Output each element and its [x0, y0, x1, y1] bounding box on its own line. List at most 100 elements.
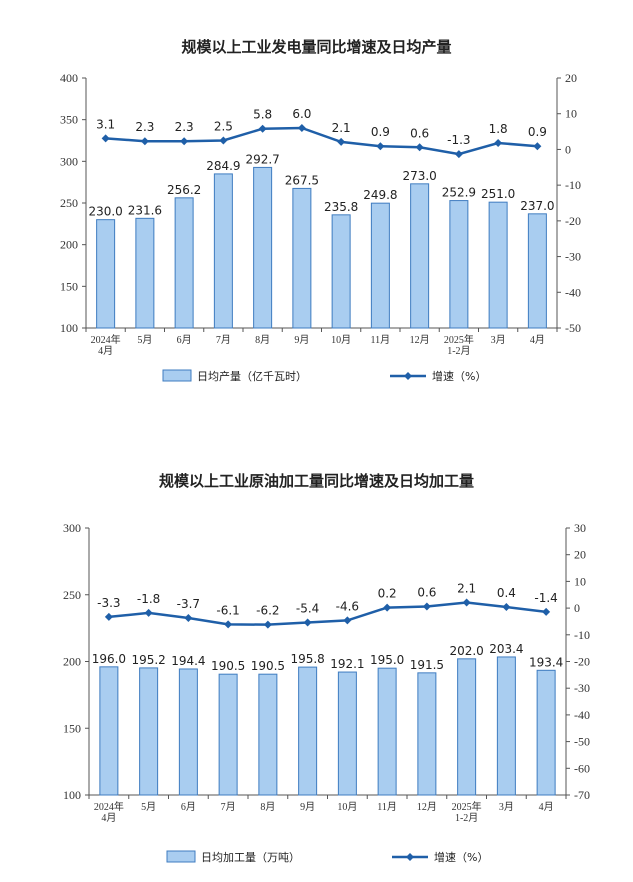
chart-1-right-tick-label: -40: [565, 285, 581, 299]
chart-1-x-tick-label: 12月: [410, 334, 430, 346]
chart-2-growth-point: [422, 602, 431, 611]
chart-2-growth-label: -6.2: [256, 604, 279, 618]
chart-1-growth-label: -1.3: [447, 133, 470, 147]
chart-2-growth-label: -3.3: [97, 596, 120, 610]
chart-1-title: 规模以上工业发电量同比增速及日均产量: [181, 38, 452, 56]
chart-1-growth-point: [415, 143, 424, 152]
chart-2-right-tick-label: 10: [574, 574, 586, 588]
chart-1-right-tick-label: -30: [565, 250, 581, 264]
chart-2-bar-label: 202.0: [449, 644, 483, 658]
chart-1-growth-point: [219, 136, 228, 145]
chart-2-x-tick-label: 9月: [300, 801, 315, 813]
chart-1-bar: [174, 197, 194, 329]
chart-2-x-tick-label: 2024年: [94, 800, 124, 813]
chart-2-bar: [139, 667, 159, 796]
chart-1-left-tick-label: 300: [60, 154, 78, 168]
chart-1-bar-label: 230.0: [88, 205, 122, 219]
chart-1-left-tick-label: 400: [60, 71, 78, 85]
chart-1-bar: [410, 183, 430, 329]
chart-2-x-tick-label: 4月: [101, 812, 116, 824]
chart-2-bar-label: 191.5: [410, 658, 444, 672]
chart-2-bar-label: 195.0: [370, 653, 404, 667]
chart-2-x-tick-label: 4月: [539, 801, 554, 813]
chart-2-growth-label: -4.6: [336, 599, 359, 613]
chart-1-bar-label: 231.6: [128, 203, 162, 217]
chart-2-growth-line: [108, 601, 547, 626]
chart-2-bar: [298, 666, 318, 796]
chart-2-bar: [377, 667, 397, 796]
chart-1-growth-point: [140, 137, 149, 146]
chart-1-bar-label: 251.0: [481, 187, 515, 201]
chart-1-bar-label: 273.0: [402, 169, 436, 183]
chart-1-left-tick-label: 250: [60, 196, 78, 210]
chart-2-growth-point: [462, 598, 471, 607]
chart-2-growth-label: 0.2: [378, 587, 397, 601]
chart-1-bar: [292, 187, 312, 329]
chart-2-bar: [258, 673, 278, 796]
chart-1-growth-point: [258, 124, 267, 133]
chart-2-growth-point: [144, 608, 153, 617]
chart-2-growth-label: 0.6: [417, 585, 436, 599]
chart-1-bar: [96, 219, 116, 329]
chart-2-right-tick-label: -20: [574, 655, 590, 669]
chart-1-legend-bar-swatch: [162, 369, 192, 382]
chart-1-growth-label: 2.5: [214, 120, 233, 134]
chart-1-x-tick-label: 9月: [294, 334, 309, 346]
chart-1-x-tick-label: 8月: [255, 334, 270, 346]
chart-1-left-tick-label: 150: [60, 279, 78, 293]
chart-1-left-tick-label: 200: [60, 238, 78, 252]
chart-1-left-tick-label: 350: [60, 113, 78, 127]
chart-2-right-tick-label: -60: [574, 761, 590, 775]
chart-2-left-tick-label: 250: [63, 588, 81, 602]
chart-1-growth-label: 5.8: [253, 108, 272, 122]
chart-2-x-tick-label: 5月: [141, 801, 156, 813]
chart-1-x-tick-label: 6月: [177, 334, 192, 346]
chart-2-right-tick-label: -10: [574, 628, 590, 642]
chart-1-growth-label: 2.1: [332, 121, 351, 135]
chart-1-x-tick-label: 10月: [331, 334, 351, 346]
chart-1-growth-label: 0.6: [410, 126, 429, 140]
chart-2-growth-point: [224, 620, 233, 629]
chart-1-growth-point: [337, 137, 346, 146]
chart-2-growth-label: 2.1: [457, 581, 476, 595]
chart-1-bar-label: 292.7: [245, 152, 279, 166]
chart-2-growth-label: -5.4: [296, 602, 319, 616]
chart-1-bar-label: 267.5: [285, 173, 319, 187]
chart-1-x-tick-label: 5月: [137, 334, 152, 346]
chart-2-bar: [457, 658, 477, 796]
chart-2-bar: [178, 668, 198, 796]
chart-1-bar-label: 252.9: [442, 186, 476, 200]
chart-1-x-tick-label: 7月: [216, 334, 231, 346]
chart-2-bar-label: 195.2: [131, 653, 165, 667]
chart-2-left-tick-label: 300: [63, 521, 81, 535]
chart-2-growth-point: [343, 616, 352, 625]
chart-2-x-tick-label: 10月: [337, 801, 357, 813]
chart-1-x-tick-label: 11月: [371, 334, 391, 346]
chart-2-right-tick-label: 20: [574, 548, 586, 562]
chart-1-bar: [253, 166, 273, 329]
chart-1-right-tick-label: -10: [565, 178, 581, 192]
chart-2-growth-label: -1.4: [534, 591, 557, 605]
chart-2-right-tick-label: -40: [574, 708, 590, 722]
chart-1-growth-point: [376, 142, 385, 151]
chart-2-x-tick-label: 8月: [260, 801, 275, 813]
chart-2-x-tick-label: 12月: [417, 801, 437, 813]
chart-1-x-tick-label: 3月: [491, 334, 506, 346]
chart-2-bar: [218, 673, 238, 796]
chart-1-legend-line-marker: [404, 372, 412, 380]
chart-2-x-tick-label: 1-2月: [455, 812, 478, 824]
chart-2-bar-label: 190.5: [251, 659, 285, 673]
chart-2-left-tick-label: 200: [63, 655, 81, 669]
chart-1-x-tick-label: 4月: [98, 345, 113, 357]
chart-2-growth-label: -1.8: [137, 592, 160, 606]
chart-1-x-tick-label: 1-2月: [447, 345, 470, 357]
chart-2-right-tick-label: -30: [574, 681, 590, 695]
chart-2-left-tick-label: 150: [63, 721, 81, 735]
chart-2-growth-point: [542, 607, 551, 616]
chart-1-growth-point: [180, 137, 189, 146]
chart-1-legend-bar-label: 日均产量（亿千瓦时）: [197, 369, 307, 383]
chart-1-growth-label: 2.3: [175, 120, 194, 134]
chart-2-bar-label: 190.5: [211, 659, 245, 673]
chart-1-x-tick-label: 2025年: [444, 333, 474, 346]
chart-2-bar-label: 192.1: [330, 657, 364, 671]
